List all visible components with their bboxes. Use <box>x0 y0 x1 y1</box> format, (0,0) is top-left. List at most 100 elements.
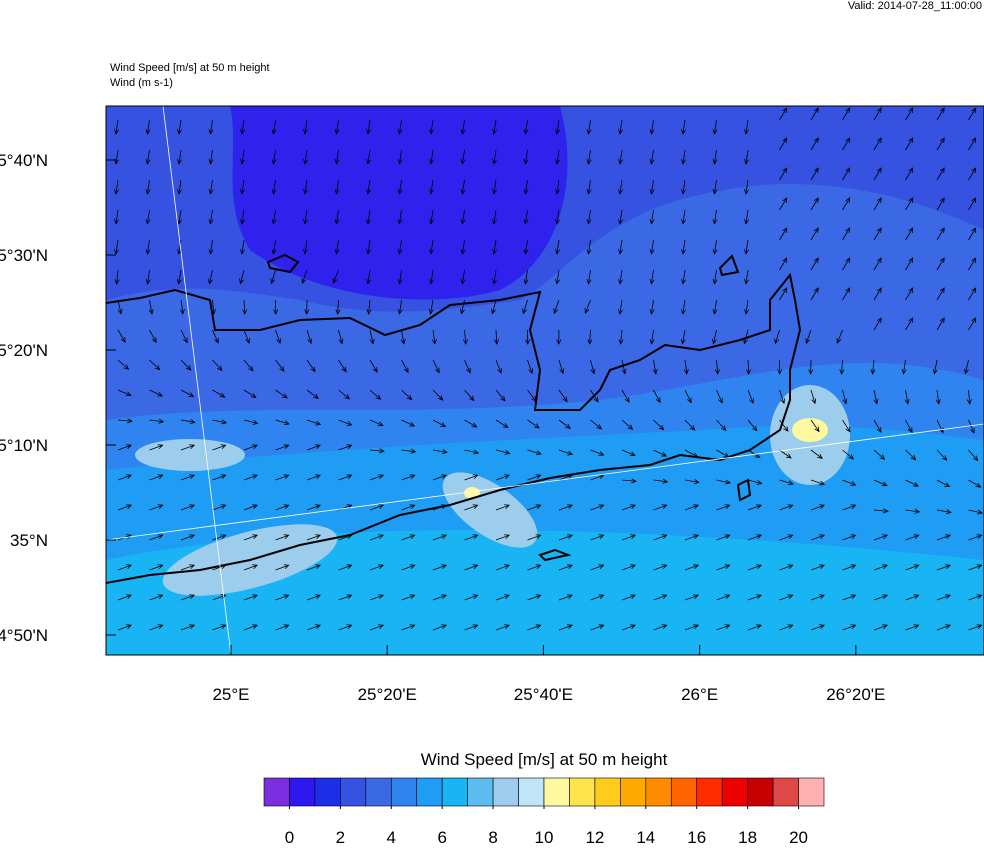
wind-arrow <box>653 449 667 457</box>
colorbar-label: 4 <box>387 828 396 845</box>
wind-arrow <box>621 359 627 375</box>
wind-arrow <box>873 624 889 631</box>
wind-arrow <box>590 504 605 511</box>
wind-arrow <box>460 209 466 225</box>
wind-arrow <box>117 418 133 424</box>
wind-arrow <box>243 594 259 601</box>
wind-arrow <box>306 594 322 601</box>
wind-arrow <box>649 179 655 195</box>
wind-arrow <box>968 167 977 181</box>
wind-arrow <box>495 564 511 571</box>
wind-arrow <box>176 269 182 285</box>
wind-arrow <box>397 209 403 225</box>
wind-arrow <box>523 269 529 285</box>
wind-arrow <box>968 534 983 541</box>
colorbar-swatch <box>340 777 367 807</box>
wind-arrow <box>525 329 531 345</box>
wind-arrow <box>366 299 372 315</box>
wind-arrow <box>180 444 196 451</box>
wind-arrow <box>145 269 151 285</box>
wind-arrow <box>369 359 378 373</box>
wind-arrow <box>716 624 731 631</box>
wind-arrow <box>618 329 624 345</box>
wind-arrow <box>306 504 322 511</box>
wind-arrow <box>338 444 353 451</box>
wind-arrow <box>810 504 826 511</box>
wind-arrow <box>117 389 132 397</box>
wind-arrow <box>810 389 817 405</box>
wind-arrow <box>208 119 214 135</box>
wind-arrow <box>839 359 845 375</box>
wind-arrow <box>303 209 309 225</box>
wind-arrow <box>810 227 819 241</box>
colorbar-label: 20 <box>789 828 808 845</box>
wind-arrow <box>460 239 466 255</box>
wind-arrow <box>145 149 151 165</box>
wind-arrow <box>747 479 763 485</box>
wind-arrow <box>873 389 879 405</box>
wind-arrow <box>464 359 471 374</box>
wind-arrow <box>369 474 385 481</box>
wind-arrow <box>522 299 528 315</box>
wind-arrow <box>495 474 511 481</box>
wind-arrow <box>306 474 322 481</box>
wind-arrow <box>527 359 534 375</box>
wind-arrow <box>556 329 562 345</box>
wind-arrow <box>464 504 479 511</box>
wind-arrow <box>460 269 466 285</box>
wind-arrow <box>873 508 889 514</box>
wind-arrow <box>492 269 498 285</box>
wind-arrow <box>271 209 277 225</box>
wind-arrow <box>558 624 574 631</box>
wind-arrow <box>587 329 593 345</box>
wind-arrow <box>779 419 789 432</box>
wind-arrow <box>936 449 948 461</box>
wind-arrow <box>744 179 750 195</box>
wind-arrow <box>716 504 731 511</box>
wind-arrow <box>212 504 227 511</box>
wind-arrow <box>275 419 290 426</box>
wind-arrow <box>145 239 151 255</box>
wind-arrow <box>397 119 403 135</box>
wind-arrow <box>936 594 952 601</box>
wind-arrow <box>842 389 848 405</box>
wind-arrow <box>271 239 277 255</box>
wind-arrow <box>936 107 945 121</box>
wind-arrow <box>523 179 529 195</box>
wind-arrow <box>842 504 857 511</box>
wind-arrow <box>681 269 687 285</box>
wind-arrow <box>145 119 151 135</box>
wind-arrow <box>873 449 886 460</box>
wind-arrow <box>180 389 195 397</box>
wind-arrow <box>149 359 161 371</box>
wind-arrow <box>621 419 634 430</box>
wind-arrow <box>369 448 385 454</box>
wind-arrow <box>494 329 500 345</box>
wind-arrow <box>968 197 977 211</box>
wind-arrow <box>114 239 120 255</box>
wind-arrow <box>303 119 309 135</box>
colorbar-label: 6 <box>437 828 446 845</box>
wind-arrow <box>114 179 120 195</box>
wind-arrow <box>836 329 843 344</box>
wind-arrow <box>145 179 151 195</box>
lon-label: 26°20'E <box>826 685 885 704</box>
wind-arrow <box>306 564 322 571</box>
wind-arrow <box>712 179 718 195</box>
wind-arrow <box>212 419 228 425</box>
wind-arrow <box>429 149 435 165</box>
colorbar-swatch <box>569 777 596 807</box>
wind-arrow <box>338 359 347 373</box>
wind-arrow <box>432 449 448 455</box>
wind-arrow <box>275 444 290 451</box>
wind-arrow <box>774 329 780 345</box>
wind-arrow <box>460 119 466 135</box>
wind-arrow <box>842 137 851 151</box>
colorbar-swatch <box>543 777 570 807</box>
wind-arrow <box>401 359 409 374</box>
wind-arrow <box>271 149 277 165</box>
wind-arrow <box>401 474 416 481</box>
colorbar-swatch <box>518 777 545 807</box>
colorbar-swatch <box>492 777 519 807</box>
wind-arrow <box>744 149 750 165</box>
